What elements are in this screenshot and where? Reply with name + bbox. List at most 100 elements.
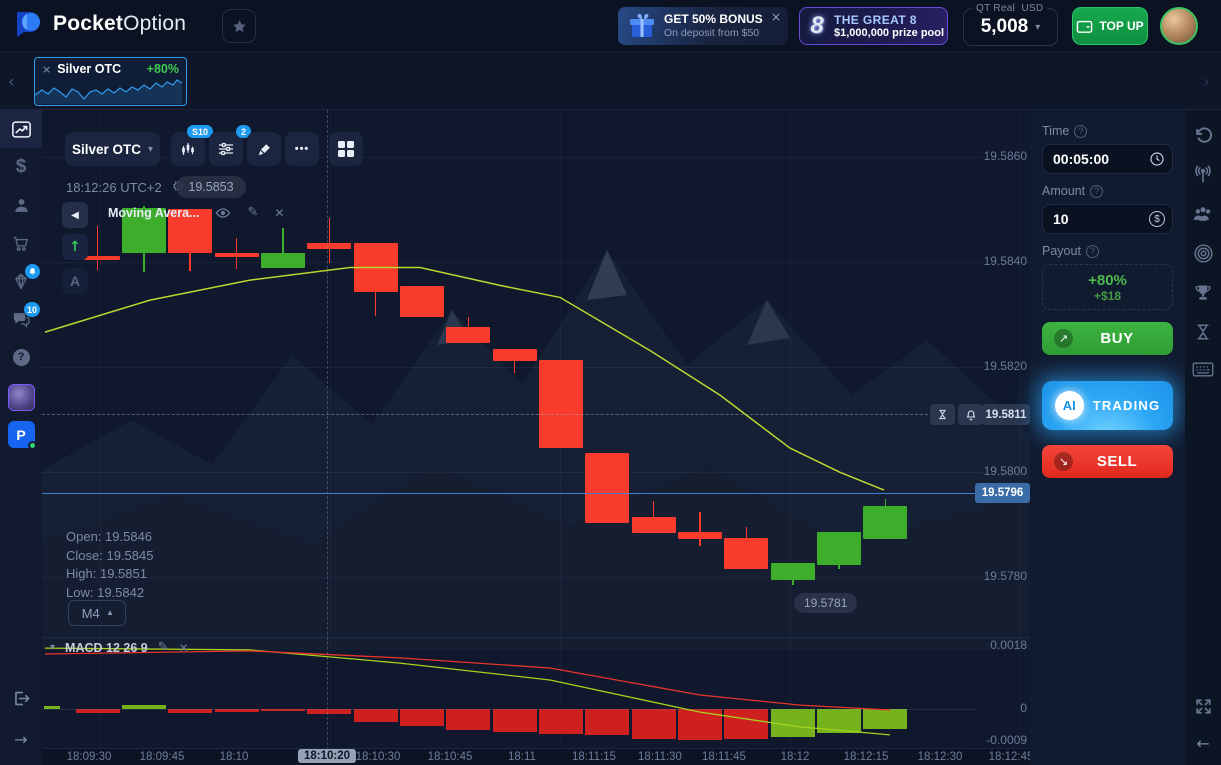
clock-icon[interactable] xyxy=(1142,151,1172,167)
targets-icon[interactable] xyxy=(1193,243,1214,264)
candle-wick xyxy=(96,226,99,271)
achievements-bell-badge xyxy=(25,264,40,279)
sidebar-item-profile[interactable] xyxy=(0,186,42,224)
indicators-button[interactable]: 2 xyxy=(209,125,251,166)
grid-line-horizontal xyxy=(42,157,982,159)
more-tools-button[interactable]: ••• xyxy=(285,132,319,166)
logout-icon[interactable] xyxy=(12,689,31,708)
drawing-tools-button[interactable] xyxy=(247,132,281,166)
candle-wick xyxy=(652,501,655,534)
time-tick: 18:11 xyxy=(508,751,536,763)
pencil-icon[interactable]: ✎ xyxy=(247,205,259,220)
ai-trading-label: TRADING xyxy=(1092,398,1161,413)
ohlc-open: Open: 19.5846 xyxy=(66,529,153,544)
tournament-banner[interactable]: 8 THE GREAT 8 $1,000,000 prize pool xyxy=(799,7,948,45)
help-circle-icon[interactable]: ? xyxy=(1074,124,1088,138)
tabs-scroll-left-icon[interactable]: ‹ xyxy=(8,72,15,92)
layout-grid-button[interactable] xyxy=(329,132,363,166)
tab-close-icon[interactable]: × xyxy=(42,62,52,76)
sidebar-item-help[interactable]: ? xyxy=(0,338,42,376)
buy-button[interactable]: ↗ BUY xyxy=(1042,322,1173,355)
candlestick-chart-icon xyxy=(182,143,194,155)
expiration-time-input[interactable]: 00:05:00 xyxy=(1042,144,1173,174)
candle-body xyxy=(307,243,352,250)
macd-histogram-bar xyxy=(724,709,769,740)
social-trading-icon[interactable] xyxy=(1192,204,1214,224)
candle-body xyxy=(817,532,862,566)
hotkeys-keyboard-icon[interactable] xyxy=(1192,361,1214,378)
bonus-banner-close-icon[interactable]: × xyxy=(770,10,781,24)
chat-bubbles-icon xyxy=(13,312,30,328)
alert-hourglass-button[interactable] xyxy=(930,404,955,425)
close-icon[interactable]: ✕ xyxy=(274,205,285,220)
asset-tab-strip: ‹ × Silver OTC +80% › xyxy=(0,52,1221,110)
wallet-icon xyxy=(1077,20,1093,33)
candle-type-button[interactable]: S10 xyxy=(171,125,213,166)
text-tool-button[interactable]: A xyxy=(62,268,88,294)
time-tick: 18:12:15 xyxy=(843,751,889,763)
sell-button[interactable]: ↘ SELL xyxy=(1042,445,1173,478)
fullscreen-expand-icon[interactable] xyxy=(1194,697,1213,716)
macd-histogram-bar xyxy=(446,709,491,730)
time-tick: 18:10 xyxy=(219,751,249,763)
asset-selector-dropdown[interactable]: Silver OTC ▾ xyxy=(65,132,160,166)
buy-marker-tool-button[interactable]: ↑ xyxy=(62,234,88,260)
alert-bell-button[interactable] xyxy=(958,404,983,425)
sidebar-item-finance[interactable]: $ xyxy=(0,148,42,186)
grid-line-horizontal xyxy=(42,472,982,474)
eye-icon[interactable] xyxy=(215,207,231,219)
grid-line-vertical xyxy=(100,110,101,748)
arrow-down-right-icon: ↘ xyxy=(1054,452,1073,471)
finance-dollar-icon: $ xyxy=(15,156,27,177)
macd-axis-label: 0 xyxy=(1020,701,1027,715)
sidebar-item-chat[interactable]: 10 xyxy=(0,300,42,338)
timeframe-button[interactable]: M4 ▴ xyxy=(68,600,126,626)
help-circle-icon[interactable]: ? xyxy=(1085,244,1099,258)
favorites-star-button[interactable] xyxy=(222,9,256,43)
collapse-panel-button[interactable]: ◀ xyxy=(62,202,88,228)
time-axis[interactable]: 18:09:30 18:09:45 18:10 18:10:20 18:10:30 18:… xyxy=(42,748,1030,765)
alert-price-badge: 19.5811 xyxy=(982,404,1030,425)
collapse-indicator-icon[interactable]: ▾ xyxy=(50,642,56,653)
sidebar-item-trading[interactable] xyxy=(0,110,42,148)
signals-antenna-icon[interactable] xyxy=(1193,165,1213,185)
help-circle-icon[interactable]: ? xyxy=(1090,184,1104,198)
price-axis-label: 19.5820 xyxy=(983,359,1027,374)
trade-level-badge: 19.5781 xyxy=(794,593,858,613)
promo-avatar-image[interactable] xyxy=(7,384,35,411)
collapse-sidebar-arrow-icon[interactable]: → xyxy=(14,730,28,749)
currency-icon[interactable]: $ xyxy=(1142,211,1172,227)
sidebar-item-achievements[interactable] xyxy=(0,262,42,300)
collapse-panel-arrow-icon[interactable]: ← xyxy=(1196,734,1210,753)
tournaments-trophy-icon[interactable] xyxy=(1193,283,1213,303)
candle-type-badge: S10 xyxy=(186,125,213,138)
candle-wick xyxy=(282,228,284,269)
achievements-gem-icon xyxy=(15,273,27,289)
macd-histogram-bar xyxy=(631,709,676,740)
trade-history-icon[interactable] xyxy=(1193,126,1213,146)
macd-zero-line xyxy=(42,709,977,710)
time-tick: 18:12:45 xyxy=(988,751,1030,763)
trades-chart-icon xyxy=(11,120,31,138)
account-balance-selector[interactable]: QT Real USD 5,008 ▾ xyxy=(963,3,1058,46)
tabs-scroll-right-icon[interactable]: › xyxy=(1203,72,1210,92)
pencil-icon[interactable]: ✎ xyxy=(157,640,169,655)
indicator-pane-divider[interactable] xyxy=(42,637,1030,638)
bonus-banner[interactable]: GET 50% BONUS On deposit from $50 × xyxy=(618,7,788,45)
alert-price-dashed-line[interactable] xyxy=(42,414,928,415)
amount-input[interactable]: 10 $ xyxy=(1042,204,1173,234)
pending-trades-hourglass-icon[interactable] xyxy=(1194,322,1212,342)
brand-logo[interactable]: PocketOption xyxy=(14,10,186,37)
chart-lines-overlay xyxy=(44,266,891,736)
sidebar-item-market[interactable] xyxy=(0,224,42,262)
asset-tab-silver-otc[interactable]: × Silver OTC +80% xyxy=(34,57,187,106)
macd-histogram-bar xyxy=(260,709,305,711)
alert-price-value: 19.5811 xyxy=(985,408,1027,421)
ai-trading-button[interactable]: AI TRADING xyxy=(1042,381,1173,430)
profile-avatar[interactable] xyxy=(1160,7,1198,45)
candle-body xyxy=(75,255,120,261)
app-logo-tile[interactable]: P xyxy=(7,421,37,450)
price-chart-area[interactable]: 19.5860 19.5840 19.5820 19.5800 19.5780 0.001… xyxy=(42,110,1030,765)
close-icon[interactable]: ✕ xyxy=(178,640,189,655)
top-up-button[interactable]: TOP UP xyxy=(1072,7,1148,45)
